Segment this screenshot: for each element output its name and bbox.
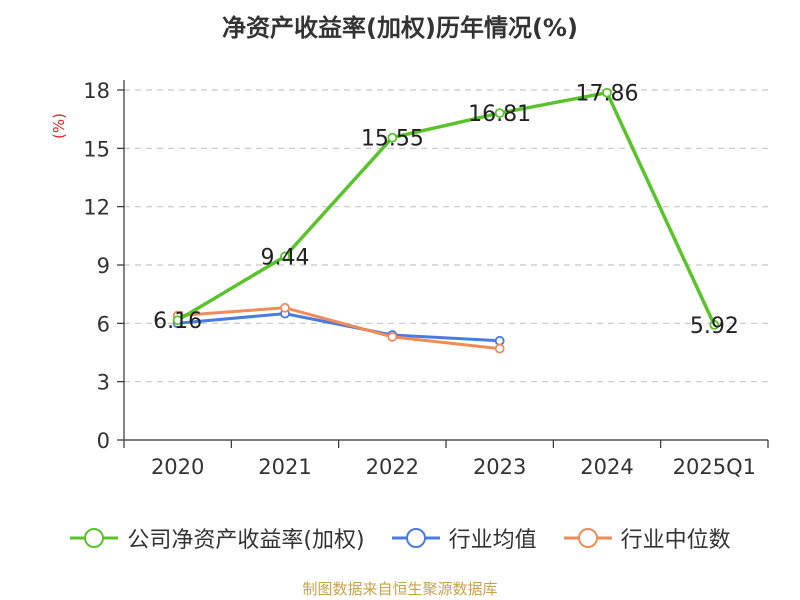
y-tick-label: 9 (97, 254, 110, 278)
data-label: 6.16 (153, 309, 202, 334)
x-tick-label: 2024 (580, 455, 633, 479)
data-point (172, 315, 183, 326)
data-point (709, 319, 720, 330)
source-note: 制图数据来自恒生聚源数据库 (302, 580, 498, 598)
legend-label: 行业均值 (448, 528, 537, 553)
legend-swatch (70, 528, 119, 548)
legend-swatch (563, 528, 612, 548)
series (172, 87, 720, 354)
x-tick-label: 2020 (151, 455, 204, 479)
x-tick-label: 2023 (473, 455, 526, 479)
x-tick-label: 2021 (258, 455, 311, 479)
legend-label: 公司净资产收益率(加权) (127, 528, 365, 553)
x-tick-label: 2022 (366, 455, 419, 479)
series-line-2 (177, 306, 500, 351)
legend-item[interactable]: 行业中位数 (563, 522, 731, 554)
data-point (494, 108, 505, 119)
legend: 公司净资产收益率(加权) 行业均值 行业中位数 (0, 518, 800, 558)
y-tick-label: 6 (97, 312, 110, 336)
series-line-0 (176, 90, 716, 326)
y-tick-label: 0 (97, 429, 110, 453)
series-line-1 (177, 312, 500, 343)
y-tick-label: 3 (97, 371, 110, 395)
data-point (602, 87, 612, 98)
data-point (387, 332, 398, 342)
axes: 0 3 6 9 12 15 18 2020 2021 2022 2023 2024 2025Q1 (83, 79, 769, 479)
data-label: 5.92 (690, 314, 739, 339)
data-labels: 6.16 9.44 15.55 16.81 17.86 5.92 (153, 82, 739, 339)
data-point (494, 343, 505, 354)
data-point (280, 251, 290, 262)
y-tick-label: 15 (83, 137, 110, 161)
data-label: 15.55 (361, 127, 424, 152)
y-axis-label: (%) (50, 113, 68, 139)
data-point (280, 302, 290, 313)
data-label: 17.86 (576, 82, 639, 107)
legend-marker (577, 528, 598, 548)
chart-title: 净资产收益率(加权)历年情况(%) (222, 14, 578, 42)
legend-label: 行业中位数 (620, 528, 731, 553)
y-tick-label: 18 (83, 79, 110, 103)
grid-lines (124, 89, 768, 383)
legend-item[interactable]: 行业均值 (391, 522, 537, 554)
data-point (494, 335, 505, 346)
legend-item[interactable]: 公司净资产收益率(加权) (69, 522, 365, 554)
x-tick-label: 2025Q1 (673, 455, 756, 479)
legend-marker (84, 528, 105, 548)
y-tick-label: 12 (83, 196, 110, 220)
legend-marker (405, 528, 426, 548)
data-label: 9.44 (261, 245, 310, 270)
legend-swatch (391, 528, 440, 548)
data-label: 16.81 (468, 102, 531, 127)
data-point (387, 132, 398, 143)
